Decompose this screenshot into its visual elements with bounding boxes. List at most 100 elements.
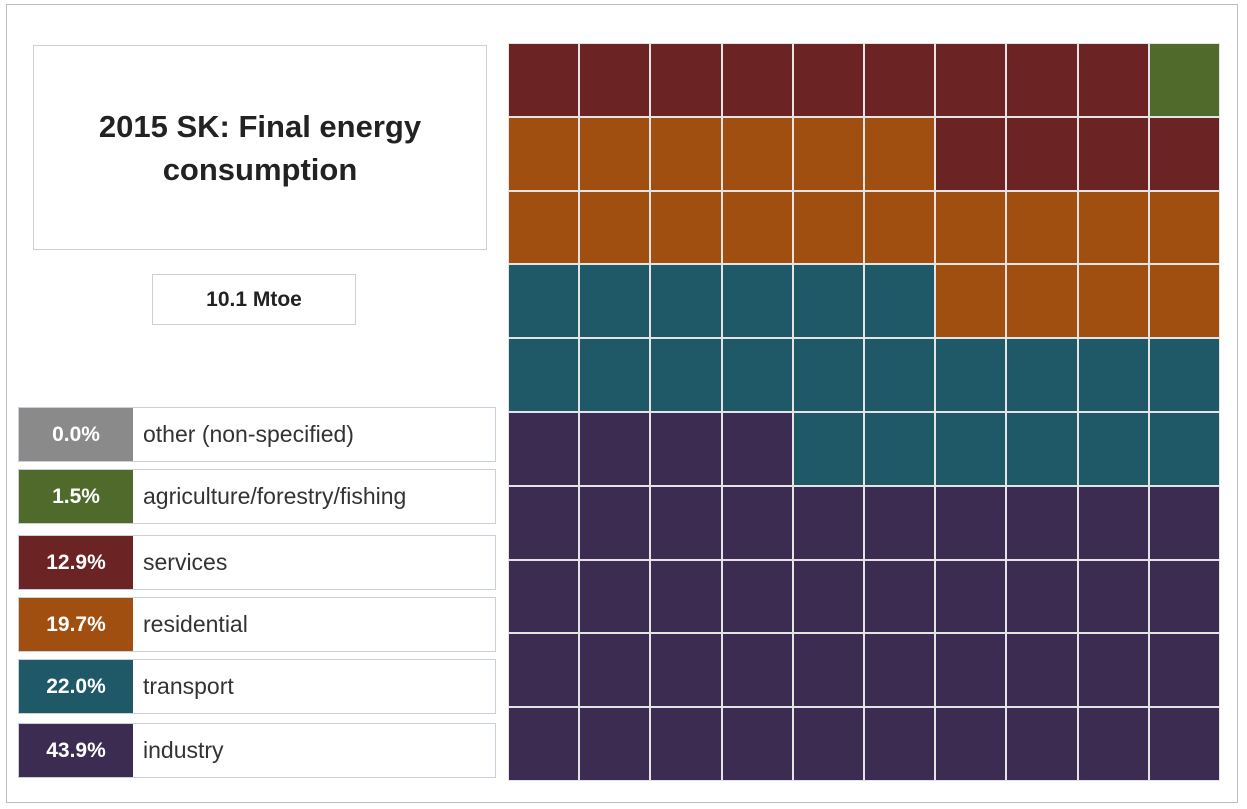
waffle-cell — [580, 634, 650, 707]
waffle-cell — [1149, 265, 1219, 338]
waffle-cell — [1078, 265, 1148, 338]
waffle-cell — [509, 486, 579, 559]
waffle-cell — [651, 265, 721, 338]
waffle-cell — [1149, 486, 1219, 559]
waffle-cell — [864, 413, 935, 485]
waffle-cell — [1007, 117, 1077, 190]
waffle-cell — [580, 44, 650, 116]
waffle-cell — [722, 117, 792, 190]
legend-percent: 22.0% — [46, 674, 106, 698]
waffle-cell — [1007, 560, 1077, 633]
waffle-cell — [793, 191, 863, 264]
waffle-cell — [936, 413, 1006, 485]
waffle-cell — [864, 486, 935, 559]
legend-item-other: 0.0% other (non-specified) — [18, 407, 496, 462]
waffle-grid — [508, 43, 1220, 781]
waffle-cell — [509, 413, 579, 485]
waffle-cell — [936, 560, 1006, 633]
waffle-cell — [793, 560, 863, 633]
waffle-cell — [651, 413, 721, 485]
legend-label: transport — [143, 673, 234, 699]
waffle-cell — [793, 634, 863, 707]
waffle-cell — [580, 486, 650, 559]
waffle-cell — [793, 486, 863, 559]
waffle-cell — [1078, 486, 1148, 559]
legend-swatch: 19.7% — [19, 598, 133, 651]
waffle-cell — [1078, 560, 1148, 633]
waffle-cell — [1149, 191, 1219, 264]
chart-title: 2015 SK: Final energy consumption — [98, 108, 422, 187]
waffle-cell — [651, 560, 721, 633]
waffle-cell — [864, 265, 935, 338]
waffle-cell — [722, 486, 792, 559]
legend-percent: 1.5% — [52, 484, 100, 508]
legend-item-services: 12.9% services — [18, 535, 496, 590]
waffle-cell — [580, 191, 650, 264]
legend-label: residential — [143, 611, 248, 637]
legend-item-residential: 19.7% residential — [18, 597, 496, 652]
waffle-cell — [936, 44, 1006, 116]
waffle-cell — [936, 265, 1006, 338]
waffle-cell — [864, 708, 935, 780]
waffle-cell — [793, 265, 863, 338]
legend-percent: 19.7% — [46, 612, 106, 636]
waffle-cell — [651, 191, 721, 264]
waffle-cell — [1007, 708, 1077, 780]
waffle-cell — [722, 339, 792, 411]
waffle-cell — [722, 634, 792, 707]
waffle-cell — [793, 117, 863, 190]
waffle-cell — [864, 560, 935, 633]
legend-item-industry: 43.9% industry — [18, 723, 496, 778]
waffle-cell — [1007, 486, 1077, 559]
waffle-cell — [793, 339, 863, 411]
legend-label: other (non-specified) — [143, 421, 354, 447]
waffle-cell — [1078, 44, 1148, 116]
waffle-cell — [936, 634, 1006, 707]
waffle-cell — [509, 44, 579, 116]
waffle-cell — [509, 560, 579, 633]
waffle-cell — [1007, 44, 1077, 116]
waffle-cell — [1078, 708, 1148, 780]
title-box: 2015 SK: Final energy consumption — [33, 45, 487, 250]
legend-swatch: 43.9% — [19, 724, 133, 777]
legend-percent: 12.9% — [46, 550, 106, 574]
waffle-cell — [509, 634, 579, 707]
legend-swatch: 0.0% — [19, 408, 133, 461]
waffle-cell — [509, 117, 579, 190]
waffle-cell — [509, 339, 579, 411]
waffle-cell — [580, 339, 650, 411]
waffle-cell — [1007, 265, 1077, 338]
waffle-cell — [722, 44, 792, 116]
waffle-cell — [1078, 191, 1148, 264]
waffle-cell — [936, 191, 1006, 264]
waffle-cell — [1149, 560, 1219, 633]
waffle-cell — [793, 413, 863, 485]
waffle-cell — [509, 191, 579, 264]
waffle-cell — [1007, 413, 1077, 485]
waffle-cell — [793, 44, 863, 116]
waffle-cell — [936, 486, 1006, 559]
waffle-cell — [793, 708, 863, 780]
waffle-cell — [651, 486, 721, 559]
waffle-cell — [1149, 44, 1219, 116]
total-box: 10.1 Mtoe — [152, 274, 356, 325]
waffle-cell — [580, 413, 650, 485]
legend-item-transport: 22.0% transport — [18, 659, 496, 714]
total-value: 10.1 Mtoe — [206, 287, 302, 311]
waffle-cell — [509, 265, 579, 338]
waffle-cell — [580, 708, 650, 780]
waffle-cell — [1078, 634, 1148, 707]
waffle-cell — [651, 117, 721, 190]
waffle-cell — [651, 634, 721, 707]
waffle-cell — [651, 44, 721, 116]
waffle-cell — [1007, 191, 1077, 264]
waffle-cell — [864, 44, 935, 116]
waffle-cell — [1078, 413, 1148, 485]
waffle-cell — [509, 708, 579, 780]
waffle-cell — [651, 339, 721, 411]
legend-label: services — [143, 549, 228, 575]
waffle-cell — [1078, 117, 1148, 190]
waffle-cell — [580, 560, 650, 633]
waffle-cell — [722, 265, 792, 338]
waffle-cell — [651, 708, 721, 780]
